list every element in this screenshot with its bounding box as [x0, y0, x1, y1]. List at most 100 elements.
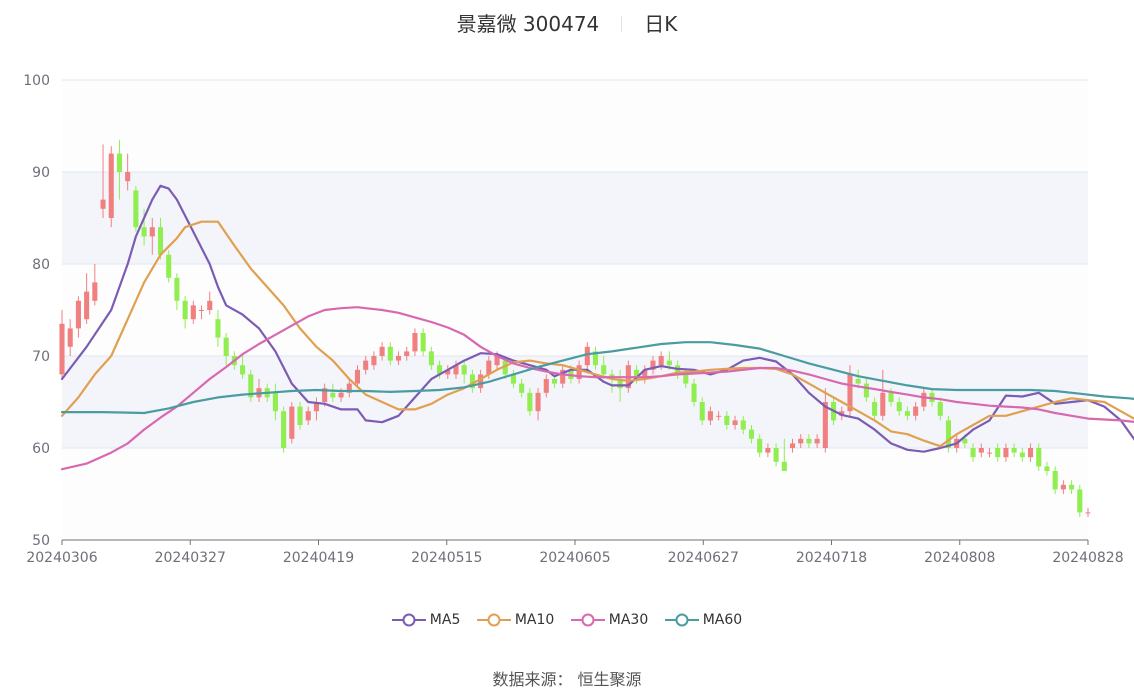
- grid-lines: [62, 79, 1088, 449]
- candle-body: [740, 420, 746, 430]
- candle-body: [1044, 466, 1050, 471]
- candle-down: [691, 379, 697, 407]
- candle-body: [757, 438, 763, 453]
- candle-down: [1011, 443, 1017, 458]
- candle-up: [395, 351, 402, 366]
- x-tick-label: 20240419: [283, 550, 354, 566]
- candle-body: [642, 369, 648, 379]
- candle-up: [346, 379, 352, 398]
- candle-body: [699, 402, 705, 421]
- candle-body: [59, 323, 65, 375]
- candle-body: [223, 337, 229, 356]
- candle-up: [100, 144, 106, 218]
- candle-body: [297, 406, 303, 425]
- candle-up: [1027, 443, 1034, 462]
- candle-up: [986, 448, 993, 458]
- candle-body: [404, 351, 410, 356]
- candle-down: [133, 185, 139, 232]
- candle-down: [601, 356, 607, 379]
- candle-down: [116, 139, 123, 200]
- candle-down: [387, 342, 393, 366]
- candle-up: [190, 300, 196, 324]
- candle-down: [699, 397, 705, 425]
- candle-body: [125, 172, 131, 182]
- candle-body: [634, 369, 640, 379]
- ma30-line: [60, 306, 1134, 471]
- candle-down: [519, 379, 525, 398]
- candle-body: [198, 310, 205, 311]
- candle-body: [978, 448, 984, 453]
- candle-up: [67, 319, 73, 356]
- candle-body: [962, 438, 968, 444]
- candle-down: [420, 328, 426, 356]
- candle-up: [913, 402, 919, 421]
- candle-up: [125, 153, 131, 191]
- candle-body: [863, 383, 869, 398]
- candle-up: [371, 351, 377, 370]
- candle-body: [707, 411, 713, 421]
- candle-down: [469, 369, 475, 393]
- period-label: 日K: [644, 12, 678, 36]
- candle-body: [248, 374, 254, 398]
- legend: MA5 MA10 MA30 MA60: [0, 612, 1134, 631]
- candle-down: [1077, 484, 1083, 517]
- x-tick-label: 20240828: [1052, 550, 1123, 566]
- candle-down: [1044, 461, 1050, 476]
- candle-body: [272, 392, 278, 412]
- candle-down: [141, 208, 147, 246]
- candle-up: [313, 397, 319, 421]
- candle-up: [92, 264, 98, 306]
- candle-down: [174, 273, 180, 310]
- candle-down: [157, 218, 164, 260]
- legend-ma10-label: MA10: [514, 612, 555, 628]
- candle-up: [798, 434, 804, 448]
- candle-down: [1036, 443, 1042, 471]
- y-tick-label: 50: [32, 533, 50, 549]
- candle-body: [617, 379, 623, 389]
- candle-body: [896, 402, 902, 412]
- candle-body: [322, 388, 328, 402]
- candle-body: [765, 448, 771, 453]
- candle-up: [1003, 443, 1009, 462]
- plot-band: [62, 356, 1088, 448]
- legend-ma10[interactable]: MA10: [476, 612, 555, 628]
- candle-body: [888, 392, 894, 402]
- candle-down: [904, 406, 910, 421]
- ma60-swatch-icon: [664, 613, 699, 627]
- legend-ma30[interactable]: MA30: [570, 612, 648, 628]
- candle-up: [880, 369, 886, 421]
- candle-up: [576, 360, 582, 384]
- candle-up: [207, 291, 213, 315]
- candle-body: [986, 452, 993, 454]
- ma-lines: [60, 184, 1134, 471]
- candle-up: [84, 273, 90, 324]
- candle-body: [1052, 471, 1058, 490]
- candle-body: [84, 291, 90, 320]
- candle-body: [543, 379, 549, 393]
- candle-body: [773, 448, 779, 462]
- candle-body: [584, 346, 590, 366]
- candle-body: [601, 365, 607, 375]
- candle-body: [650, 360, 656, 370]
- candle-body: [354, 369, 361, 384]
- candle-up: [642, 365, 648, 384]
- y-tick-label: 80: [32, 257, 50, 273]
- candle-up: [1060, 480, 1066, 494]
- candle-down: [937, 397, 943, 421]
- legend-ma60-label: MA60: [702, 612, 743, 628]
- candle-body: [847, 374, 853, 412]
- chart-title: 景嘉微 300474 日K: [0, 8, 1134, 37]
- candle-body: [658, 356, 664, 366]
- candle-up: [445, 365, 451, 379]
- candle-down: [330, 383, 336, 402]
- candle-body: [166, 254, 172, 278]
- candle-body: [781, 461, 787, 471]
- legend-ma60[interactable]: MA60: [664, 612, 743, 628]
- x-tick-label: 20240306: [26, 550, 97, 566]
- legend-ma5[interactable]: MA5: [391, 612, 460, 628]
- candle-body: [1019, 452, 1025, 458]
- candle-down: [272, 383, 278, 421]
- candle-up: [716, 411, 722, 421]
- candle-down: [995, 443, 1001, 462]
